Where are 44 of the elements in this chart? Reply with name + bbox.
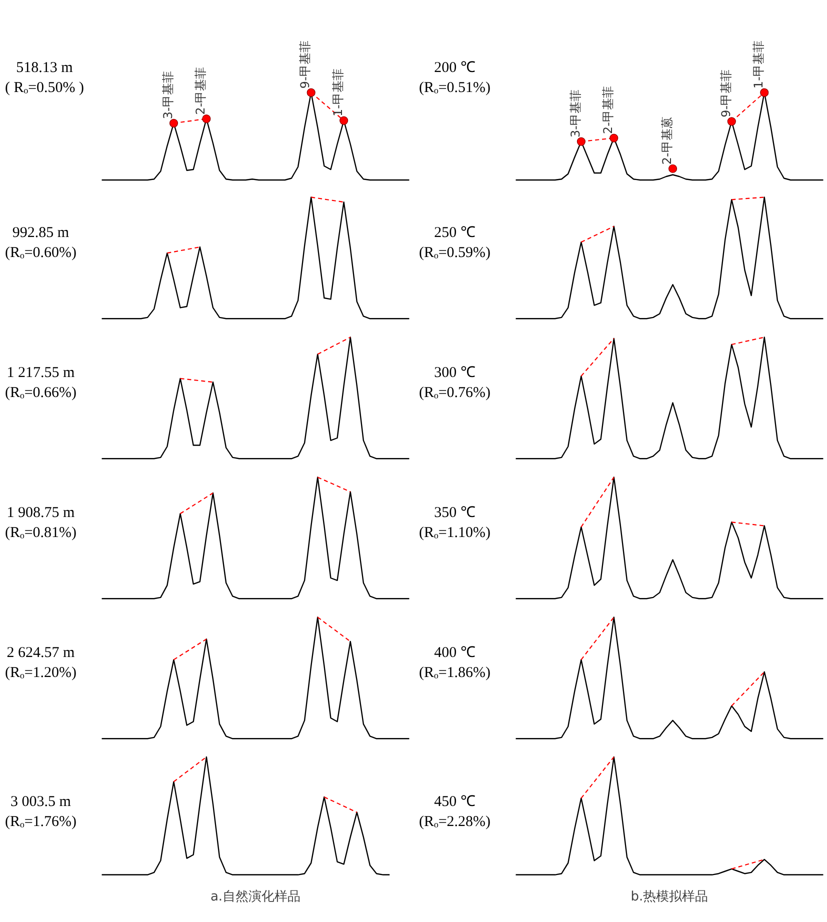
point (727, 117, 736, 126)
annotation: 2-甲基菲 (601, 86, 616, 134)
point (668, 164, 678, 173)
x-axis-title: a.自然演化样品 (210, 890, 301, 904)
text: 1 217.55 m (6, 365, 75, 381)
annotation: 3-甲基菲 (160, 71, 175, 120)
annotation: 9-甲基菲 (718, 69, 733, 118)
chart-title: 200 ℃ (434, 60, 476, 76)
point (202, 114, 211, 124)
text: 250 ℃ (434, 225, 476, 241)
text: (Rₒ=1.10%) (419, 525, 491, 542)
text: (Rₒ=1.20%) (5, 665, 77, 682)
text: 400 ℃ (434, 645, 476, 661)
text: (Rₒ=0.60%) (5, 245, 77, 262)
text: 1 908.75 m (6, 505, 75, 521)
text: (Rₒ=1.86%) (419, 665, 491, 682)
text: 992.85 m (12, 225, 70, 241)
point (340, 116, 348, 125)
text: 300 ℃ (434, 365, 476, 381)
chart-title: 518.13 m (16, 60, 73, 76)
point (576, 137, 586, 146)
annotation: 2-甲基蒽 (660, 116, 674, 165)
point (610, 134, 618, 142)
annotation: 1-甲基菲 (330, 68, 345, 117)
x-axis-title: b.热模拟样品 (630, 890, 708, 904)
text: 3 003.5 m (10, 794, 71, 810)
point (169, 118, 178, 128)
point (760, 88, 769, 97)
annotation: 2-甲基菲 (194, 66, 208, 115)
chart-subtitle: (Rₒ=0.51%) (419, 80, 491, 96)
text: (Rₒ=1.76%) (5, 814, 77, 830)
text: (Rₒ=0.81%) (5, 525, 77, 542)
text: 9-甲基菲 (298, 40, 312, 89)
text: 1-甲基菲 (751, 40, 766, 89)
text: (Rₒ=2.28%) (419, 814, 491, 830)
text: (Rₒ=0.59%) (419, 245, 491, 262)
chart-subtitle: ( Rₒ=0.50% ) (5, 80, 84, 96)
text: 2 624.57 m (6, 645, 75, 661)
text: 350 ℃ (434, 505, 476, 521)
text: (Rₒ=0.66%) (5, 385, 77, 402)
text: (Rₒ=0.76%) (419, 385, 491, 402)
annotation: 3-甲基菲 (568, 90, 582, 138)
text: 450 ℃ (434, 794, 476, 810)
point (306, 88, 316, 97)
